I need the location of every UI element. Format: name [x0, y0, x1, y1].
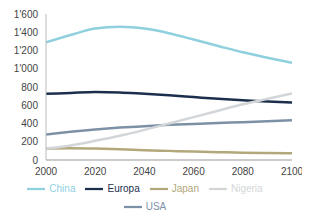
svg-text:2020: 2020 — [84, 166, 107, 177]
svg-text:400: 400 — [21, 118, 38, 129]
svg-text:1'600: 1'600 — [14, 9, 39, 20]
svg-text:2060: 2060 — [182, 166, 205, 177]
svg-text:0: 0 — [32, 155, 38, 166]
svg-text:1'200: 1'200 — [14, 45, 39, 56]
svg-text:800: 800 — [21, 82, 38, 93]
html-text:China: China — [49, 182, 76, 194]
html-text:USA: USA — [145, 200, 167, 212]
html-text:Nigeria: Nigeria — [231, 182, 263, 194]
html-text:Europa: Europa — [107, 182, 140, 194]
svg-text:2080: 2080 — [232, 166, 255, 177]
svg-text:600: 600 — [21, 100, 38, 111]
html-text:Japan: Japan — [171, 182, 199, 194]
svg-text:200: 200 — [21, 136, 38, 147]
svg-text:2000: 2000 — [35, 166, 58, 177]
svg-text:1'000: 1'000 — [14, 63, 39, 74]
svg-text:1'400: 1'400 — [14, 27, 39, 38]
svg-text:2040: 2040 — [133, 166, 156, 177]
svg-text:2100: 2100 — [281, 166, 302, 177]
